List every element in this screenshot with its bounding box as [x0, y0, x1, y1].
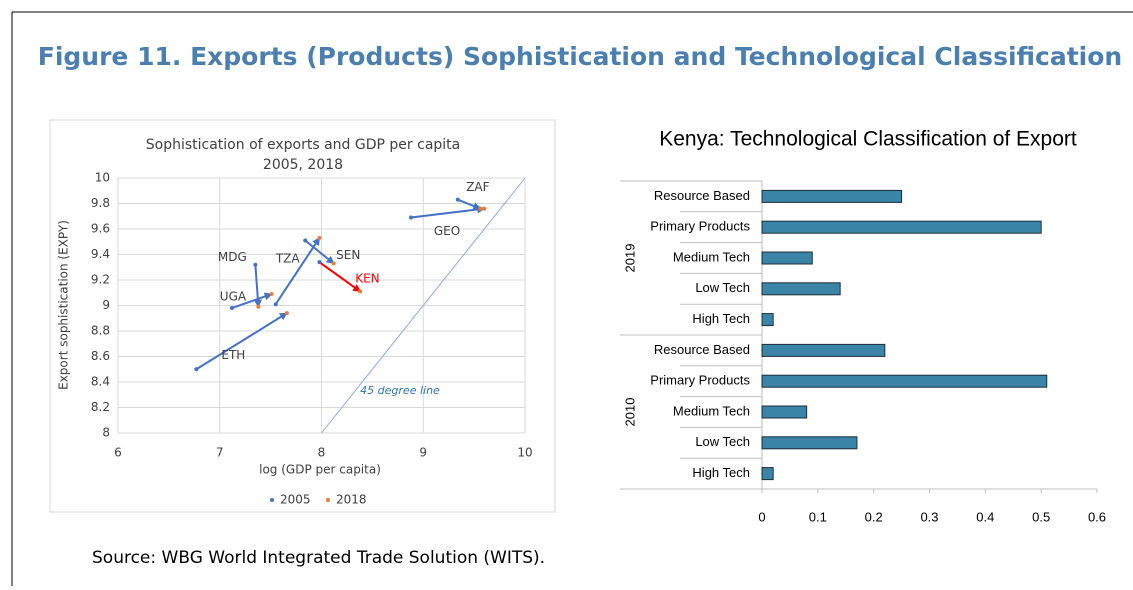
- point: [482, 206, 487, 211]
- x-tick-label: 0.5: [1032, 509, 1050, 524]
- group-label: 2010: [622, 398, 637, 427]
- x-tick-label: 0.4: [976, 509, 994, 524]
- y-tick-label: 8.6: [91, 349, 110, 363]
- country-label: SEN: [336, 248, 360, 262]
- y-tick-label: Low Tech: [695, 280, 750, 295]
- annotation: 45 degree line: [360, 384, 440, 397]
- y-tick-label: Resource Based: [654, 342, 750, 357]
- point: [229, 306, 234, 311]
- point: [269, 292, 274, 297]
- x-tick-label: 6: [114, 446, 122, 460]
- arrow: [318, 261, 361, 293]
- point: [358, 289, 363, 294]
- point: [317, 235, 322, 240]
- point: [317, 260, 322, 265]
- country-label: TZA: [275, 252, 301, 266]
- y-axis-label: Export sophistication (EXPY): [57, 220, 71, 390]
- point: [273, 302, 278, 307]
- arrow: [231, 292, 273, 309]
- x-tick-label: 0.3: [920, 509, 938, 524]
- x-tick-label: 0: [758, 509, 765, 524]
- y-tick-label: 8.8: [91, 324, 110, 338]
- bar: [761, 251, 813, 265]
- y-tick-label: 8.4: [91, 375, 110, 389]
- x-tick-label: 9: [419, 446, 427, 460]
- legend-label: 2018: [336, 493, 367, 507]
- y-tick-label: 9.4: [91, 247, 110, 261]
- figure-title: Figure 11. Exports (Products) Sophistica…: [38, 42, 1122, 71]
- y-tick-label: 10: [95, 171, 110, 185]
- y-tick-label: 9: [102, 298, 110, 312]
- y-tick-label: Medium Tech: [673, 249, 750, 264]
- x-tick-label: 7: [216, 446, 224, 460]
- y-tick-label: High Tech: [692, 465, 750, 480]
- y-tick-label: 9.2: [91, 273, 110, 287]
- point: [455, 197, 460, 202]
- legend-marker: [326, 498, 330, 502]
- y-tick-label: Resource Based: [654, 188, 750, 203]
- arrow: [304, 239, 335, 265]
- x-tick-label: 0.1: [809, 509, 827, 524]
- bar: [761, 220, 1042, 234]
- bar: [761, 374, 1048, 388]
- x-tick-label: 8: [318, 446, 326, 460]
- legend-label: 2005: [280, 493, 311, 507]
- y-tick-label: 8.2: [91, 400, 110, 414]
- point: [253, 262, 258, 267]
- point: [194, 367, 199, 372]
- scatter-subtitle: 2005, 2018: [263, 157, 343, 173]
- bar: [761, 313, 774, 327]
- source: Source: WBG World Integrated Trade Solut…: [92, 548, 545, 568]
- y-tick-label: Primary Products: [650, 373, 750, 388]
- bar-title: Kenya: Technological Classification of E…: [659, 128, 1077, 151]
- arrow: [274, 237, 321, 305]
- legend-marker: [270, 498, 274, 502]
- arrow: [457, 198, 482, 210]
- country-label: GEO: [434, 224, 460, 238]
- group-label: 2019: [622, 244, 637, 273]
- country-label: UGA: [220, 290, 247, 304]
- bar: [761, 189, 903, 203]
- y-tick-label: High Tech: [692, 311, 750, 326]
- arrow: [195, 312, 288, 371]
- y-tick-label: 9.8: [91, 196, 110, 210]
- point: [478, 206, 483, 211]
- country-label: ETH: [221, 348, 245, 362]
- point: [331, 261, 336, 266]
- country-label: ZAF: [466, 180, 489, 194]
- point: [303, 238, 308, 243]
- arrow: [253, 264, 262, 308]
- x-tick-label: 0.6: [1088, 509, 1106, 524]
- bar: [761, 405, 808, 419]
- bar: [761, 436, 858, 450]
- country-label: KEN: [355, 272, 379, 286]
- scatter-title: Sophistication of exports and GDP per ca…: [146, 137, 461, 153]
- x-axis-label: log (GDP per capita): [259, 463, 381, 477]
- y-tick-label: Primary Products: [650, 219, 750, 234]
- x-tick-label: 0.2: [865, 509, 883, 524]
- scatter-frame: [49, 119, 556, 513]
- x-tick-label: 10: [517, 446, 532, 460]
- point: [284, 311, 289, 316]
- bar: [761, 343, 886, 357]
- scatter-chart: Sophistication of exports and GDP per ca…: [57, 137, 533, 507]
- point: [409, 215, 414, 220]
- country-label: MDG: [218, 250, 247, 264]
- point: [256, 304, 261, 309]
- bar-chart: Kenya: Technological Classification of E…: [620, 128, 1106, 524]
- bar: [761, 282, 841, 296]
- arrow: [410, 205, 486, 219]
- y-tick-label: 8: [102, 426, 110, 440]
- y-tick-label: Medium Tech: [673, 403, 750, 418]
- y-tick-label: Low Tech: [695, 434, 750, 449]
- y-tick-label: 9.6: [91, 222, 110, 236]
- reference-line: [321, 177, 526, 434]
- bar: [761, 467, 774, 481]
